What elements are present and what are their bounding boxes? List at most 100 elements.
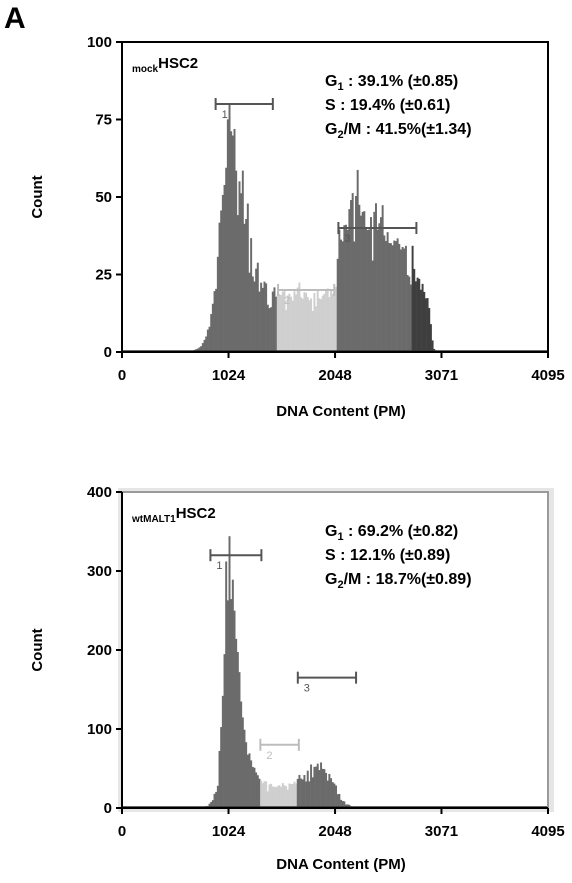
histogram-bar [361, 211, 364, 352]
histogram-bar [341, 241, 344, 352]
histogram-bar [296, 287, 299, 352]
histogram-bar [311, 777, 314, 808]
histogram-bar [350, 200, 352, 352]
histogram-bar [270, 307, 273, 352]
histogram-bar [389, 243, 392, 352]
histogram-bar [246, 754, 249, 808]
stat-value: : 19.4% (±0.61) [336, 97, 451, 114]
histogram-bar [333, 783, 336, 808]
histogram-bar [404, 245, 407, 352]
histogram-bar [295, 783, 298, 808]
histogram-bar [215, 288, 218, 352]
y-tick-label: 0 [104, 344, 112, 361]
y-tick-label: 50 [95, 189, 112, 206]
histogram-bar [258, 291, 261, 352]
histogram-bar [330, 778, 333, 808]
histogram-bar [246, 203, 249, 352]
stat-phase: S [325, 97, 336, 114]
histogram-bar [311, 311, 314, 352]
histogram-bar [258, 778, 261, 808]
histogram-bar [238, 672, 241, 808]
histogram-bar [255, 772, 258, 808]
histogram-bar [263, 281, 266, 352]
histogram-bar [235, 638, 238, 808]
histogram-bar [325, 772, 328, 808]
histogram-bar [218, 222, 221, 352]
histogram-bar [411, 245, 414, 352]
gate-marker-2: 2 [277, 284, 336, 307]
histogram-bar [268, 308, 271, 352]
x-tick-label: 1024 [212, 367, 246, 384]
histogram-bar [360, 215, 362, 352]
histogram-bar [418, 278, 421, 352]
histogram-bar [348, 209, 351, 352]
histogram-bar [221, 695, 224, 808]
histogram-bar [293, 781, 296, 808]
histogram-bars [203, 536, 357, 808]
histogram-bar [306, 297, 309, 352]
histogram-bar [343, 225, 346, 352]
histogram-bar [266, 791, 269, 808]
y-tick-label: 200 [87, 642, 112, 659]
histogram-bar [265, 283, 268, 352]
histogram-bar [406, 275, 409, 352]
histogram-bar [245, 218, 248, 352]
histogram-bar [399, 249, 402, 352]
chart-subtitle: mockHSC2 [132, 55, 198, 75]
histogram-bar [253, 281, 256, 352]
histogram-bar [305, 781, 308, 808]
plot-background [122, 492, 548, 808]
histogram-bar [336, 794, 339, 808]
histogram-bar [353, 241, 356, 352]
stat-phase: G [325, 121, 337, 138]
histogram-bar [318, 770, 321, 808]
x-tick-label: 1024 [212, 823, 246, 840]
histogram-bar [230, 131, 233, 352]
histogram-bar [363, 211, 366, 352]
histogram-bar [251, 276, 254, 352]
stat-line: G2/M : 18.7%(±0.89) [325, 571, 472, 591]
gate-label: 2 [266, 750, 272, 762]
histogram-bar [320, 762, 323, 808]
histogram-bar [290, 296, 293, 352]
histogram-bar [320, 299, 323, 352]
histogram-bar [278, 294, 281, 352]
subtitle-main: HSC2 [158, 55, 198, 72]
gate-label: 1 [216, 560, 222, 572]
y-tick-label: 100 [87, 721, 112, 738]
histogram-bar [231, 135, 234, 352]
histogram-bar [413, 268, 416, 352]
histogram-bar [355, 195, 357, 352]
histogram-bar [226, 119, 229, 353]
histogram-bar [226, 600, 229, 808]
histogram-bar [336, 258, 339, 352]
y-axis: 0 25 50 75 100 [87, 34, 123, 361]
histogram-bar [356, 169, 359, 352]
histogram-bar [340, 799, 343, 808]
histogram-bar [281, 783, 284, 808]
stat-value: : 69.2% (±0.82) [344, 523, 459, 540]
histogram-bar [225, 561, 228, 808]
histogram-bar [251, 766, 254, 808]
stat-line: G1 : 69.2% (±0.82) [325, 523, 458, 543]
stat-phase-subscript: 2 [337, 579, 343, 591]
histogram-bar [419, 289, 422, 352]
histogram-bar [346, 229, 349, 352]
histogram-bar [283, 785, 286, 808]
x-tick-label: 2048 [318, 823, 351, 840]
histogram-bar [416, 277, 419, 352]
histogram-bar [323, 293, 326, 352]
x-tick-label: 0 [118, 367, 126, 384]
y-tick-label: 300 [87, 563, 112, 580]
histogram-bar [383, 235, 386, 352]
histogram-bar [271, 786, 274, 808]
chart-subtitle: wtMALT1HSC2 [131, 505, 216, 525]
histogram-bar [241, 170, 244, 352]
x-tick-label: 3071 [425, 367, 458, 384]
histogram-bar [403, 248, 406, 352]
histogram-bar [283, 290, 286, 352]
histogram-bar [328, 773, 331, 808]
stat-phase-subscript: 2 [337, 129, 343, 141]
histogram-bar [221, 194, 224, 352]
histogram-bar [315, 766, 318, 808]
